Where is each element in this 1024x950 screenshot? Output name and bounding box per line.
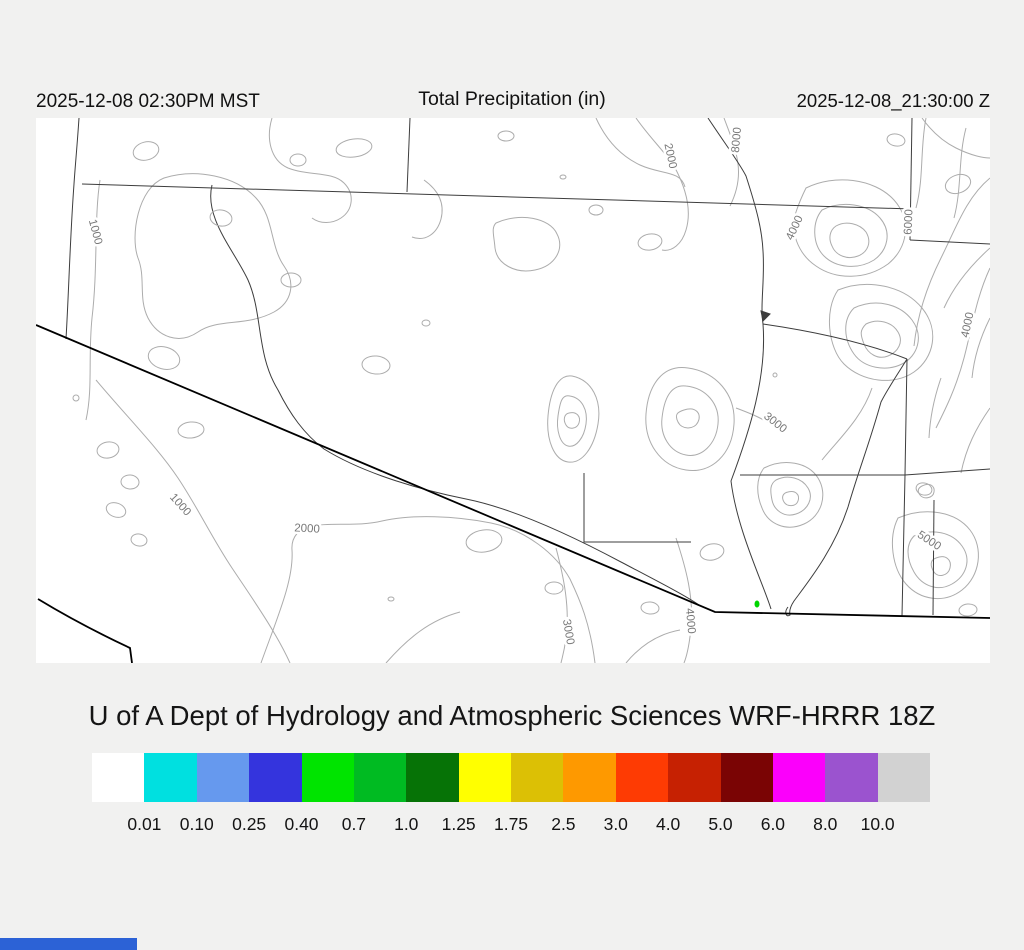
colorbar-tick-label: 4.0 <box>655 814 681 834</box>
colorbar-tick-label: 1.75 <box>493 814 529 834</box>
contour-blob <box>640 601 660 615</box>
contour-blob <box>559 174 567 180</box>
colorbar-tick-label: 3.0 <box>603 814 628 834</box>
colorbar-segment <box>301 753 354 802</box>
colorbar-segment <box>92 753 145 802</box>
contour-label: 4000 <box>784 214 806 242</box>
contour-blob <box>361 355 391 375</box>
colorbar-tick-label: 0.10 <box>179 814 214 834</box>
colorbar-tick-label: 0.25 <box>232 814 267 834</box>
colorbar-segment <box>196 753 250 802</box>
contour-label: 2000 <box>294 522 320 535</box>
contour-blob <box>72 394 80 402</box>
colorbar-tick-labels: 0.01 0.10 0.25 0.40 0.7 1.0 1.25 1.75 2.5 3.0 4.0 5… <box>92 814 930 838</box>
valid-time-local: 2025-12-08 02:30PM MST <box>36 91 260 112</box>
horizontal-scrollbar-thumb[interactable] <box>0 938 137 950</box>
colorbar-tick-label: 8.0 <box>813 814 838 834</box>
contour-blob <box>588 204 604 216</box>
colorbar-segment <box>877 753 930 802</box>
contour-blob <box>147 346 181 370</box>
colorbar-segment <box>772 753 826 802</box>
precip-area-trace <box>754 600 760 608</box>
elevation-contours <box>85 118 990 663</box>
contour-blob <box>120 474 140 490</box>
contour-blob <box>465 529 503 553</box>
contour-blob <box>772 372 778 378</box>
page-title: Total Precipitation (in) <box>418 88 606 110</box>
colorbar-tick-label: 10.0 <box>860 814 895 834</box>
colorbar-segment <box>615 753 669 802</box>
contour-blob <box>335 138 373 158</box>
contour-blob <box>421 319 431 327</box>
contour-blob <box>209 209 233 227</box>
colorbar-tick-label: 0.01 <box>127 814 162 834</box>
colorbar-tick-label: 5.0 <box>708 814 733 834</box>
colorbar-tick-label: 2.5 <box>551 814 576 834</box>
colorbar-segment <box>144 753 197 802</box>
colorbar-tick-label: 6.0 <box>760 814 786 834</box>
contour-blobs <box>72 130 978 617</box>
contour-blob <box>958 603 978 617</box>
colorbar-segment <box>668 753 721 802</box>
contour-blob <box>915 482 933 496</box>
contour-blob <box>637 233 663 251</box>
contour-blob <box>105 502 127 518</box>
valid-time-utc: 2025-12-08_21:30:00 Z <box>796 90 990 111</box>
precip-colorbar <box>92 753 930 802</box>
contour-blob <box>280 272 302 288</box>
caption: U of A Dept of Hydrology and Atmospheric… <box>88 700 936 731</box>
contour-label: 4000 <box>683 608 697 635</box>
colorbar-tick-label: 0.40 <box>284 814 319 834</box>
county-boundaries <box>65 118 990 617</box>
contour-blob <box>944 173 972 195</box>
forecast-map: 1000 2000 8000 4000 6000 4000 1000 2000 3000 5000… <box>36 118 990 663</box>
colorbar-segment <box>511 753 564 802</box>
contour-label: 1000 <box>86 218 104 246</box>
contour-blob <box>699 543 725 561</box>
contour-label: 3000 <box>761 410 789 435</box>
contour-label: 4000 <box>959 311 976 339</box>
contour-label: 2000 <box>661 142 678 170</box>
contour-label: 6000 <box>903 209 916 235</box>
colorbar-segment <box>563 753 616 802</box>
colorbar-segment <box>406 753 459 802</box>
contour-blob <box>289 153 307 167</box>
colorbar-segment <box>825 753 878 802</box>
colorbar-segment <box>720 753 773 802</box>
contour-blob <box>132 141 160 161</box>
colorbar-tick-label: 0.7 <box>341 814 367 834</box>
contour-blob <box>886 133 906 147</box>
state-border <box>36 324 990 663</box>
contour-label: 8000 <box>730 127 744 154</box>
colorbar-segment <box>249 753 302 802</box>
contour-blob <box>96 441 120 459</box>
contour-blob <box>177 421 205 439</box>
contour-blob <box>497 130 515 142</box>
contour-blob <box>544 581 564 595</box>
contour-blob <box>130 533 148 547</box>
colorbar-segment <box>458 753 511 802</box>
colorbar-segment <box>353 753 407 802</box>
colorbar-tick-label: 1.25 <box>441 814 476 834</box>
contour-blob <box>387 596 395 602</box>
contour-label: 3000 <box>560 618 576 645</box>
colorbar-tick-label: 1.0 <box>394 814 419 834</box>
